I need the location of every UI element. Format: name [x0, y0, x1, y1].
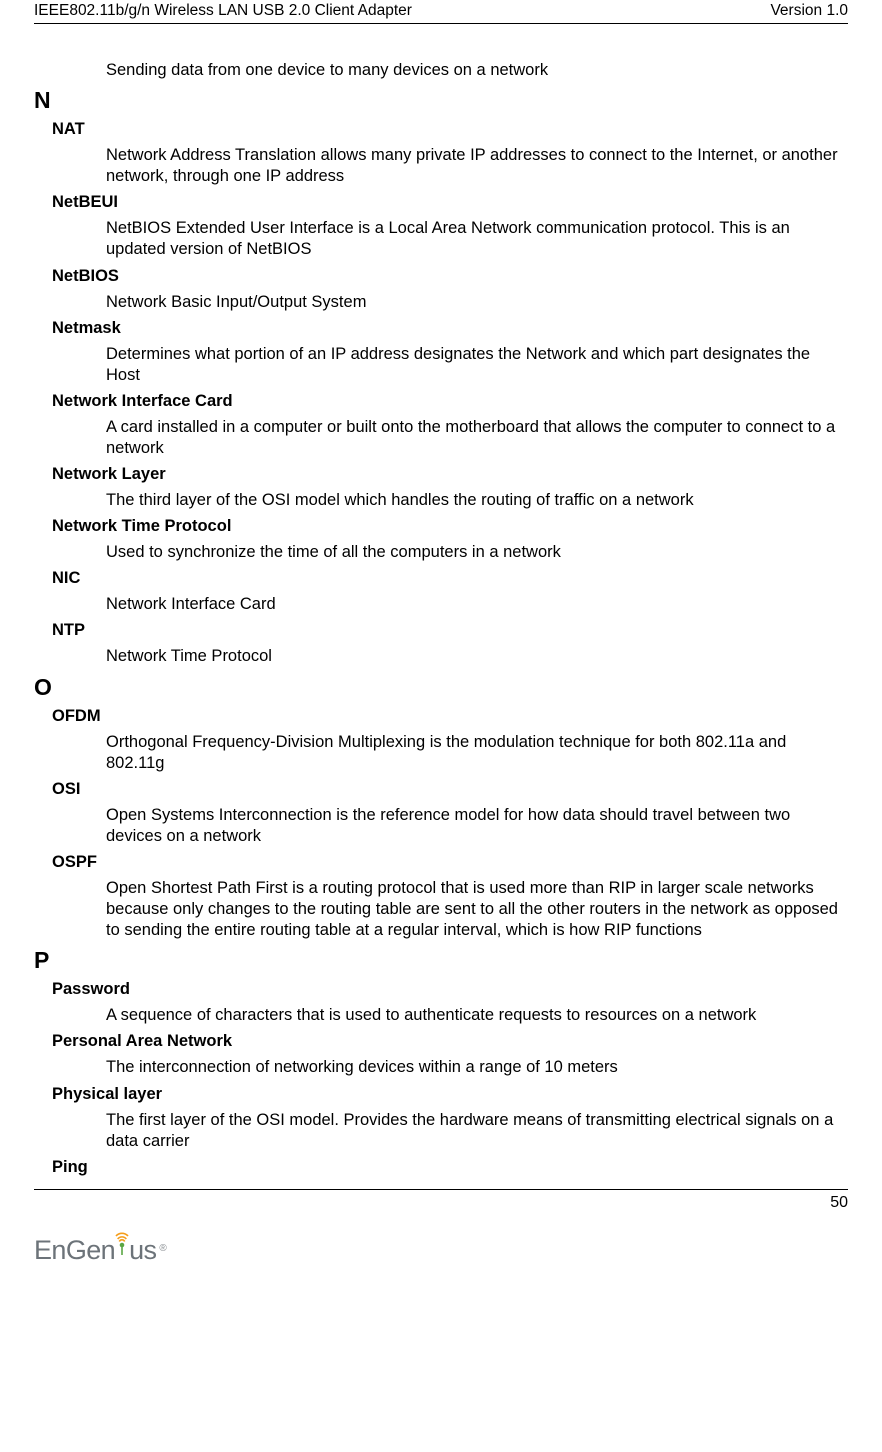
logo-text-part1: EnGen [34, 1235, 115, 1266]
brand-logo: EnGen us® [34, 1214, 848, 1266]
brand-logo-text: EnGen us® [34, 1231, 166, 1266]
glossary-definition: Network Address Translation allows many … [106, 145, 844, 187]
glossary-term: NTP [52, 621, 848, 640]
page-number: 50 [34, 1190, 848, 1214]
glossary-definition: The first layer of the OSI model. Provid… [106, 1110, 844, 1152]
glossary-term: Network Layer [52, 465, 848, 484]
glossary-definition: Network Basic Input/Output System [106, 292, 844, 313]
glossary-definition: A sequence of characters that is used to… [106, 1005, 844, 1026]
section-letter: O [34, 674, 848, 701]
glossary-term: Personal Area Network [52, 1032, 848, 1051]
glossary-definition: Orthogonal Frequency-Division Multiplexi… [106, 732, 844, 774]
glossary-term: NAT [52, 120, 848, 139]
registered-icon: ® [159, 1243, 166, 1254]
glossary-definition: The interconnection of networking device… [106, 1057, 844, 1078]
glossary-content: Sending data from one device to many dev… [34, 24, 848, 1177]
page-container: IEEE802.11b/g/n Wireless LAN USB 2.0 Cli… [0, 0, 882, 1266]
page-header: IEEE802.11b/g/n Wireless LAN USB 2.0 Cli… [34, 0, 848, 24]
glossary-definition: Network Time Protocol [106, 646, 844, 667]
glossary-term: Netmask [52, 319, 848, 338]
logo-text-part2: us [129, 1235, 156, 1266]
glossary-definition: NetBIOS Extended User Interface is a Loc… [106, 218, 844, 260]
glossary-definition: Determines what portion of an IP address… [106, 344, 844, 386]
glossary-term: OSI [52, 780, 848, 799]
glossary-term: Network Time Protocol [52, 517, 848, 536]
glossary-term: Network Interface Card [52, 392, 848, 411]
glossary-definition: Open Shortest Path First is a routing pr… [106, 878, 844, 941]
header-left-text: IEEE802.11b/g/n Wireless LAN USB 2.0 Cli… [34, 2, 412, 20]
glossary-term: Ping [52, 1158, 848, 1177]
glossary-definition: Used to synchronize the time of all the … [106, 542, 844, 563]
glossary-definition: The third layer of the OSI model which h… [106, 490, 844, 511]
glossary-definition: Network Interface Card [106, 594, 844, 615]
glossary-definition: Open Systems Interconnection is the refe… [106, 805, 844, 847]
glossary-term: OSPF [52, 853, 848, 872]
glossary-definition: A card installed in a computer or built … [106, 417, 844, 459]
antenna-icon [113, 1227, 131, 1262]
header-right-text: Version 1.0 [770, 2, 848, 20]
glossary-term: OFDM [52, 707, 848, 726]
glossary-term: Password [52, 980, 848, 999]
glossary-term: NIC [52, 569, 848, 588]
glossary-term: NetBIOS [52, 267, 848, 286]
glossary-definition: Sending data from one device to many dev… [106, 60, 844, 81]
glossary-term: NetBEUI [52, 193, 848, 212]
glossary-term: Physical layer [52, 1085, 848, 1104]
section-letter: P [34, 947, 848, 974]
section-letter: N [34, 87, 848, 114]
